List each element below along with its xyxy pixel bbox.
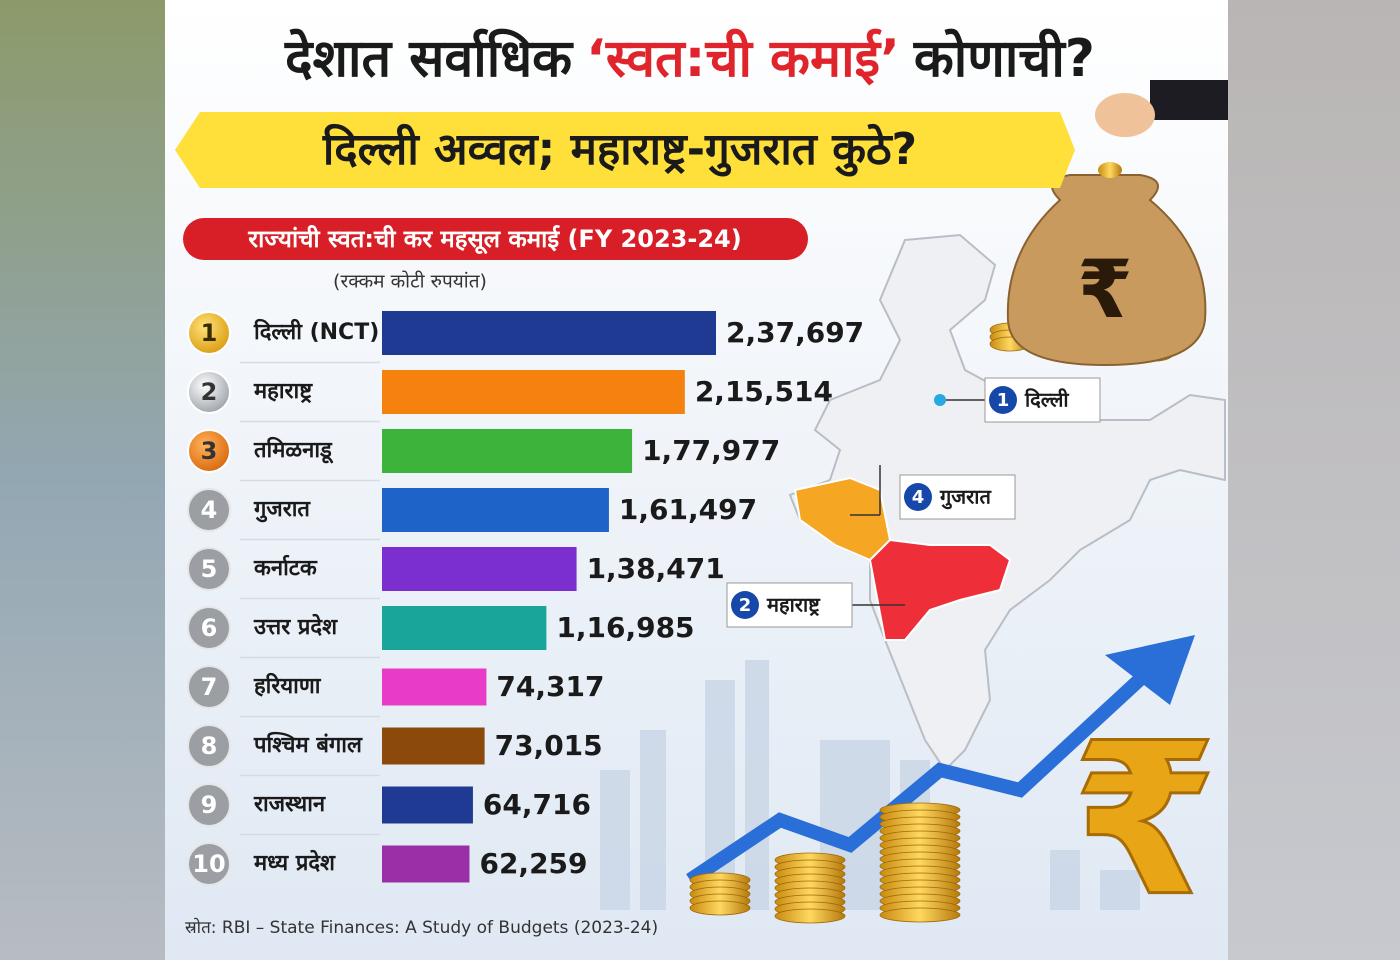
blur-left [0,0,165,960]
value-label: 73,015 [495,729,603,762]
value-label: 2,15,514 [695,375,833,408]
value-label: 2,37,697 [726,316,864,349]
category-label: हरियाणा [253,672,322,699]
rank-badge [187,547,231,591]
rank-number: 2 [201,378,218,406]
delhi-marker [934,394,946,406]
maharashtra-shape [868,538,1012,641]
rank-number: 6 [201,614,218,642]
title-part: देशात सर्वाधिक [284,28,574,89]
bar [382,606,547,650]
bar [382,727,485,765]
value-label: 62,259 [479,847,587,880]
subtitle: दिल्ली अव्वल; महाराष्ट्र-गुजरात कुठे? [322,123,917,177]
map-rank-badge [989,386,1017,414]
value-label: 1,16,985 [556,611,694,644]
category-label: उत्तर प्रदेश [253,613,338,640]
coin [774,908,846,924]
title-part: कोणाची? [913,28,1095,89]
category-label: तमिळनाडू [253,436,334,464]
chart-header-bg [183,218,808,260]
map-rank-badge [904,483,932,511]
value-label: 1,77,977 [642,434,780,467]
chart-header: राज्यांची स्वत:ची कर महसूल कमाई (FY 2023… [247,225,741,255]
rank-number: 8 [201,732,218,760]
rank-badge [187,370,231,414]
rank-badge [187,429,231,473]
title: देशात सर्वाधिक ‘स्वत:ची कमाई’ कोणाची? [284,28,1095,89]
sleeve [1150,80,1228,120]
unit-note: (रक्कम कोटी रुपयांत) [333,270,487,293]
bar [382,488,609,532]
rank-number: 1 [201,319,218,347]
rank-number: 10 [192,850,225,878]
map-rank-badge [731,591,759,619]
rank-number: 5 [201,555,218,583]
bar [382,370,685,414]
category-label: मध्य प्रदेश [253,849,336,876]
coin [689,900,751,916]
rupee-symbol: ₹ [1072,698,1218,943]
bar [382,429,633,473]
bar-chart: 1 दिल्ली (NCT) 2,37,697 2 महाराष्ट्र 2,15,514… [187,311,864,886]
value-label: 1,61,497 [619,493,757,526]
value-label: 74,317 [496,670,604,703]
category-label: पश्चिम बंगाल [253,731,363,758]
hand [1095,93,1155,137]
map-rank: 2 [739,595,752,616]
value-label: 1,38,471 [587,552,725,585]
map-state: दिल्ली [1024,388,1069,412]
bar [382,786,473,824]
arrow-head [1105,635,1195,705]
category-label: दिल्ली (NCT) [253,318,379,345]
category-label: राजस्थान [253,792,326,817]
coin [1098,162,1122,178]
title-highlight: ‘स्वत:ची कमाई’ [586,28,900,89]
rank-badge [187,665,231,709]
map-state: महाराष्ट्र [766,593,821,617]
bar [382,547,577,591]
rank-number: 7 [201,673,218,701]
rank-badge [187,606,231,650]
rank-badge [187,783,231,827]
blur-right [1228,0,1400,960]
value-label: 64,716 [483,788,591,821]
bar [382,668,487,706]
subtitle-banner [175,112,1075,188]
map-state: गुजरात [939,485,992,510]
rank-badge [187,488,231,532]
money-bag [1006,174,1207,367]
rank-badge [187,311,231,355]
bag-rupee: ₹ [1077,243,1133,336]
coin [879,907,961,923]
rank-number: 9 [201,791,218,819]
category-label: कर्नाटक [253,554,318,581]
map-rank: 1 [997,390,1010,411]
category-label: गुजरात [253,497,311,523]
category-label: महाराष्ट्र [253,379,313,404]
bar [382,311,716,355]
map-labels: 1 दिल्ली 4 गुजरात 2 महाराष्ट्र [726,377,1101,628]
rank-badge [187,724,231,768]
rank-number: 3 [201,437,218,465]
rank-number: 4 [201,496,218,524]
bar [382,845,470,883]
source: स्रोत: RBI – State Finances: A Study of … [185,917,658,938]
map-rank: 4 [912,487,925,508]
rank-badge [187,842,231,886]
